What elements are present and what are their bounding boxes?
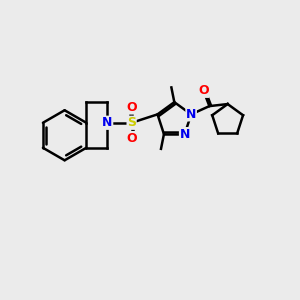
Text: N: N bbox=[102, 116, 113, 129]
Text: N: N bbox=[186, 108, 196, 121]
Text: N: N bbox=[179, 128, 190, 141]
Text: S: S bbox=[127, 116, 136, 129]
Text: O: O bbox=[126, 132, 137, 145]
Text: O: O bbox=[126, 101, 137, 114]
Text: O: O bbox=[198, 84, 209, 97]
